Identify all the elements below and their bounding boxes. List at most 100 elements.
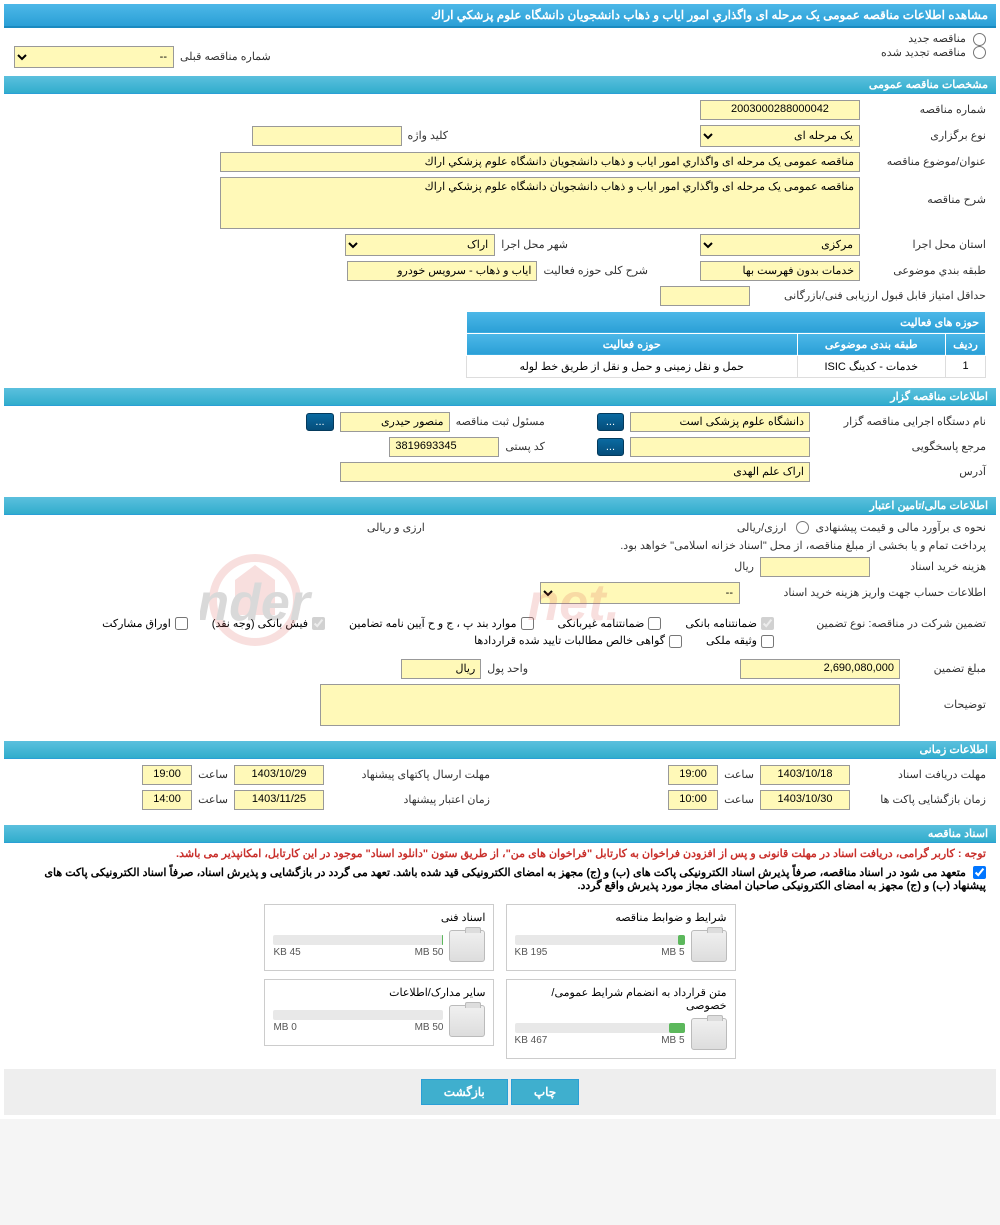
topic-label: طبقه بندي موضوعی bbox=[866, 264, 986, 277]
contact-field[interactable] bbox=[630, 437, 810, 457]
cb-bank-receipt bbox=[312, 617, 325, 630]
section-financial: اطلاعات مالی/تامین اعتبار bbox=[4, 497, 996, 515]
file3-used: 467 KB bbox=[515, 1035, 548, 1046]
notes-field[interactable] bbox=[320, 684, 900, 726]
print-button[interactable]: چاپ bbox=[511, 1079, 579, 1105]
opening-label: زمان بازگشایی پاکت ها bbox=[856, 793, 986, 806]
validity-label: زمان اعتبار پیشنهاد bbox=[330, 793, 490, 806]
row-activity: حمل و نقل زمینی و حمل و نقل از طریق خط ل… bbox=[467, 355, 798, 377]
cur2-label: ارزی و ریالی bbox=[367, 521, 425, 534]
title-label: عنوان/موضوع مناقصه bbox=[866, 155, 986, 168]
prev-number-select[interactable]: -- bbox=[14, 46, 174, 68]
file4-name: سایر مدارک/اطلاعات bbox=[269, 984, 489, 1001]
address-field: اراک علم الهدی bbox=[340, 462, 810, 482]
opening-date: 1403/10/30 bbox=[760, 790, 850, 810]
cur1-label: ارزی/ریالی bbox=[737, 521, 787, 534]
desc-field: مناقصه عمومی یک مرحله ای واگذاري امور اي… bbox=[220, 177, 860, 229]
tender-number-field: 2003000288000042 bbox=[700, 100, 860, 120]
submit-date: 1403/10/29 bbox=[234, 765, 324, 785]
file-box-1[interactable]: شرایط و ضوابط مناقصه 5 MB195 KB bbox=[506, 904, 736, 971]
file-box-4[interactable]: سایر مدارک/اطلاعات 50 MB0 MB bbox=[264, 979, 494, 1046]
amount-label: مبلغ تضمین bbox=[906, 662, 986, 675]
radio-new-label: مناقصه جدید bbox=[908, 33, 966, 45]
file3-name: متن قرارداد به انضمام شرایط عمومی/خصوصی bbox=[511, 984, 731, 1014]
page-title: مشاهده اطلاعات مناقصه عمومی یک مرحله ای … bbox=[4, 4, 996, 28]
col-activity: حوزه فعالیت bbox=[467, 333, 798, 355]
province-label: استان محل اجرا bbox=[866, 238, 986, 251]
opening-time: 10:00 bbox=[668, 790, 718, 810]
cb-net-receivables[interactable] bbox=[669, 635, 682, 648]
file-box-2[interactable]: اسناد فنی 50 MB45 KB bbox=[264, 904, 494, 971]
file3-total: 5 MB bbox=[661, 1035, 684, 1046]
folder-icon bbox=[691, 930, 727, 962]
topic-field: خدمات بدون فهرست بها bbox=[700, 261, 860, 281]
file4-total: 50 MB bbox=[415, 1022, 444, 1033]
radio-new-tender[interactable] bbox=[973, 33, 986, 46]
file-box-3[interactable]: متن قرارداد به انضمام شرایط عمومی/خصوصی … bbox=[506, 979, 736, 1059]
registrar-label: مسئول ثبت مناقصه bbox=[456, 415, 545, 428]
folder-icon bbox=[691, 1018, 727, 1050]
doc-cost-label: هزينه خريد اسناد bbox=[876, 560, 986, 573]
cb-commitment[interactable] bbox=[973, 866, 986, 879]
registrar-more-button[interactable]: ... bbox=[306, 413, 333, 431]
radio-renewed-tender[interactable] bbox=[973, 46, 986, 59]
submit-time: 19:00 bbox=[142, 765, 192, 785]
guarantee-type-label: تضمین شرکت در مناقصه: نوع تضمین bbox=[786, 617, 986, 630]
registrar-field: منصور حیدری bbox=[340, 412, 450, 432]
unit-field: ریال bbox=[401, 659, 481, 679]
activity-scope-label: شرح کلی حوزه فعالیت bbox=[543, 264, 648, 277]
time-label-2: ساعت bbox=[724, 793, 754, 806]
section-general: مشخصات مناقصه عمومی bbox=[4, 76, 996, 94]
province-select[interactable]: مرکزی bbox=[700, 234, 860, 256]
min-score-label: حداقل امتياز قابل قبول ارزيابی فنی/بازرگ… bbox=[756, 289, 986, 302]
time-label-4: ساعت bbox=[198, 793, 228, 806]
notice-commitment: متعهد می شود در اسناد مناقصه، صرفاً پذیر… bbox=[4, 864, 996, 895]
notice-download: توجه : کاربر گرامی، دریافت اسناد در مهلت… bbox=[4, 843, 996, 864]
cb-participation[interactable] bbox=[175, 617, 188, 630]
min-score-field[interactable] bbox=[660, 286, 750, 306]
receipt-deadline-label: مهلت دریافت اسناد bbox=[856, 768, 986, 781]
row-num: 1 bbox=[946, 355, 986, 377]
commitment-text: متعهد می شود در اسناد مناقصه، صرفاً پذیر… bbox=[44, 867, 986, 893]
folder-icon bbox=[449, 930, 485, 962]
city-select[interactable]: اراک bbox=[345, 234, 495, 256]
title-field: مناقصه عمومی یک مرحله ای واگذاري امور اي… bbox=[220, 152, 860, 172]
address-label: آدرس bbox=[816, 465, 986, 478]
activities-title: حوزه های فعالیت bbox=[467, 311, 986, 333]
postcode-field: 3819693345 bbox=[389, 437, 499, 457]
keyword-label: کلید واژه bbox=[408, 129, 448, 142]
folder-icon bbox=[449, 1005, 485, 1037]
contact-label: مرجع پاسخگویی bbox=[816, 440, 986, 453]
treasury-note: پرداخت تمام و یا بخشی از مبلغ مناقصه، از… bbox=[620, 539, 986, 552]
cb-nonbank-guarantee[interactable] bbox=[648, 617, 661, 630]
org-label: نام دستگاه اجرایی مناقصه گزار bbox=[816, 415, 986, 428]
submit-deadline-label: مهلت ارسال پاکتهای پيشنهاد bbox=[330, 768, 490, 781]
radio-riyal[interactable] bbox=[796, 521, 809, 534]
validity-time: 14:00 bbox=[142, 790, 192, 810]
cb-bank-guarantee bbox=[761, 617, 774, 630]
activities-table: حوزه های فعالیت ردیف طبقه بندی موضوعی حو… bbox=[466, 311, 986, 378]
cb-property[interactable] bbox=[761, 635, 774, 648]
receipt-time: 19:00 bbox=[668, 765, 718, 785]
cb-clauses[interactable] bbox=[521, 617, 534, 630]
tender-number-label: شماره مناقصه bbox=[866, 103, 986, 116]
contact-more-button[interactable]: ... bbox=[597, 438, 624, 456]
account-label: اطلاعات حساب جهت واریز هزینه خرید اسناد bbox=[746, 586, 986, 599]
postcode-label: کد پستی bbox=[505, 440, 544, 453]
type-select[interactable]: یک مرحله ای bbox=[700, 125, 860, 147]
estimate-label: نحوه ی برآورد مالی و قیمت پیشنهادی bbox=[815, 521, 986, 534]
cb-net-label: گواهی خالص مطالبات تایید شده قراردادها bbox=[474, 635, 665, 647]
org-more-button[interactable]: ... bbox=[597, 413, 624, 431]
file2-total: 50 MB bbox=[415, 947, 444, 958]
col-row: ردیف bbox=[946, 333, 986, 355]
activity-scope-field: اياب و ذهاب - سرويس خودرو bbox=[347, 261, 537, 281]
doc-cost-field[interactable] bbox=[760, 557, 870, 577]
keyword-field[interactable] bbox=[252, 126, 402, 146]
back-button[interactable]: بازگشت bbox=[421, 1079, 508, 1105]
account-select[interactable]: -- bbox=[540, 582, 740, 604]
org-field: دانشگاه علوم پزشکی است bbox=[630, 412, 810, 432]
cb-receipt-label: فیش بانکی (وجه نقد) bbox=[212, 618, 308, 630]
table-row: 1 خدمات - کدینگ ISIC حمل و نقل زمینی و ح… bbox=[467, 355, 986, 377]
city-label: شهر محل اجرا bbox=[501, 238, 568, 251]
cb-bank-guarantee-label: ضمانتنامه بانکی bbox=[685, 618, 757, 630]
